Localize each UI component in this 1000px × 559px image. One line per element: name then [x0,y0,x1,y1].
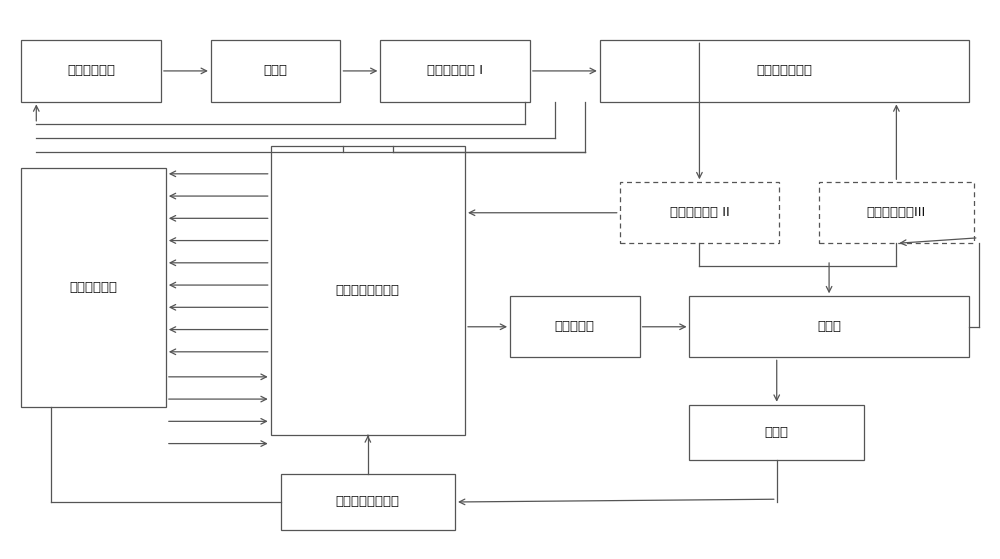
Bar [689,296,969,357]
Text: 磁控管: 磁控管 [264,64,288,77]
Text: 反馈式微波系统: 反馈式微波系统 [756,64,812,77]
Bar [21,40,161,102]
Bar [211,40,340,102]
Bar [620,182,779,243]
Text: 加速管: 加速管 [817,320,841,333]
Text: 自动剂量控制系统: 自动剂量控制系统 [336,495,400,509]
Bar [271,146,465,435]
Bar [600,40,969,102]
Text: 微波检测电路 II: 微波检测电路 II [670,206,729,219]
Text: 磁控管调制器: 磁控管调制器 [67,64,115,77]
Text: 栅控电子枪: 栅控电子枪 [555,320,595,333]
Text: 治疗头: 治疗头 [765,426,789,439]
Bar [510,296,640,357]
Text: 微波检测电路 I: 微波检测电路 I [427,64,483,77]
Bar [380,40,530,102]
Text: 数字信号处理系统: 数字信号处理系统 [336,284,400,297]
Bar [689,405,864,460]
Bar [21,168,166,408]
Text: 微波检测电路III: 微波检测电路III [867,206,926,219]
Bar [819,182,974,243]
Text: 电子枪调制器: 电子枪调制器 [70,281,118,295]
Bar [281,474,455,530]
